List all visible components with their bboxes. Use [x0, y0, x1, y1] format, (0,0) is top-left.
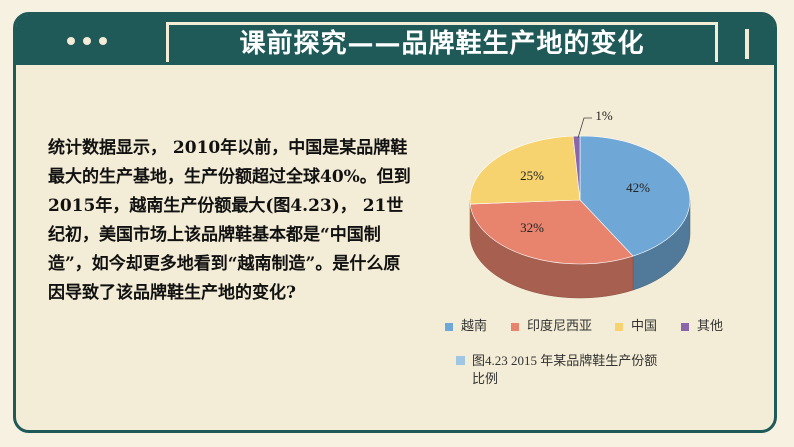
caption-line-1: 图4.23 2015 年某品牌鞋生产份额	[472, 353, 658, 368]
pie-chart-svg: 42% 32% 25% 1%	[469, 108, 691, 299]
title-bar-marker	[745, 29, 749, 59]
dots-icon	[67, 31, 147, 51]
pie-slice-china	[469, 135, 581, 205]
pie-leader-other	[577, 117, 592, 139]
pie-label-china: 25%	[520, 168, 544, 183]
pie-label-vietnam: 42%	[626, 180, 650, 195]
legend-label-indonesia: 印度尼西亚	[527, 318, 593, 333]
chart-caption: 图4.23 2015 年某品牌鞋生产份额 比例	[456, 352, 716, 388]
legend-swatch-vietnam	[445, 323, 453, 332]
body-paragraph: 统计数据显示， 2010年以前，中国是某品牌鞋最大的生产基地，生产份额超过全球4…	[48, 138, 411, 303]
legend-item-other: 其他	[681, 317, 723, 335]
title-bar: 课前探究——品牌鞋生产地的变化	[16, 15, 774, 65]
page-title: 课前探究——品牌鞋生产地的变化	[239, 29, 645, 59]
legend-swatch-other	[681, 323, 689, 332]
caption-line-2: 比例	[472, 371, 499, 386]
legend-label-other: 其他	[697, 318, 724, 333]
title-box: 课前探究——品牌鞋生产地的变化	[166, 22, 718, 62]
caption-swatch	[456, 356, 465, 365]
legend-item-vietnam: 越南	[445, 317, 487, 335]
pie-label-indonesia: 32%	[520, 220, 544, 235]
legend-label-china: 中国	[631, 318, 658, 333]
legend-label-vietnam: 越南	[461, 318, 488, 333]
pie-slice-vietnam	[579, 135, 691, 257]
legend-item-china: 中国	[615, 317, 657, 335]
pie-chart: 42% 32% 25% 1%	[430, 100, 750, 400]
legend-swatch-china	[615, 323, 623, 332]
legend-item-indonesia: 印度尼西亚	[511, 317, 592, 335]
pie-slice-other	[572, 135, 581, 201]
legend-swatch-indonesia	[511, 323, 519, 332]
pie-label-other: 1%	[595, 108, 613, 123]
pie-slice-indonesia	[469, 199, 634, 265]
chart-legend: 越南 印度尼西亚 中国 其他	[445, 317, 765, 337]
